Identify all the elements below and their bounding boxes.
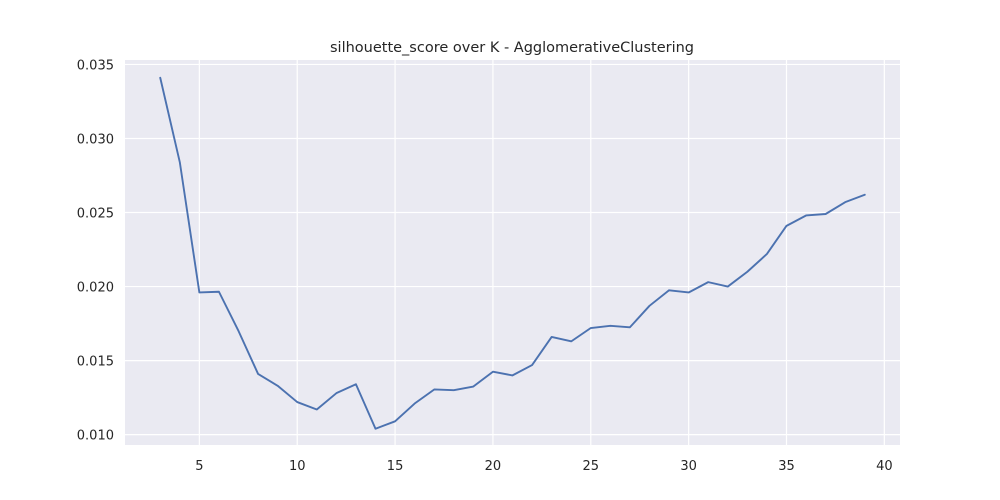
y-tick-label: 0.020 — [77, 281, 114, 296]
x-tick-label: 5 — [195, 459, 203, 474]
y-tick-label: 0.025 — [77, 207, 114, 222]
data-point — [570, 340, 572, 342]
data-point — [531, 364, 533, 366]
y-tick-label: 0.015 — [77, 355, 114, 370]
data-point — [668, 289, 670, 291]
data-point — [727, 286, 729, 288]
data-point — [218, 291, 220, 293]
data-point — [609, 325, 611, 327]
x-tick-label: 40 — [876, 459, 893, 474]
data-point — [316, 408, 318, 410]
data-point — [277, 385, 279, 387]
chart-title: silhouette_score over K - AgglomerativeC… — [330, 40, 694, 56]
grid-lines — [125, 60, 900, 445]
y-tick-label: 0.010 — [77, 429, 114, 444]
data-point — [746, 271, 748, 273]
data-point — [590, 327, 592, 329]
data-point — [453, 389, 455, 391]
data-point — [766, 253, 768, 255]
data-point — [707, 281, 709, 283]
y-tick-label: 0.030 — [77, 132, 114, 147]
x-tick-label: 35 — [778, 459, 795, 474]
x-tick-label: 10 — [289, 459, 306, 474]
data-point — [394, 420, 396, 422]
data-point — [864, 194, 866, 196]
data-point — [825, 213, 827, 215]
data-point — [433, 388, 435, 390]
data-point — [355, 383, 357, 385]
plot-area — [125, 60, 900, 445]
data-point — [648, 305, 650, 307]
x-axis: 5 10 15 20 25 30 35 40 — [195, 459, 892, 474]
data-point — [296, 401, 298, 403]
y-tick-label: 0.035 — [77, 58, 114, 73]
data-point — [785, 225, 787, 227]
series-layer — [159, 76, 866, 430]
data-point — [472, 386, 474, 388]
data-point — [551, 336, 553, 338]
x-tick-label: 25 — [583, 459, 600, 474]
data-point — [335, 392, 337, 394]
data-point — [238, 330, 240, 332]
y-axis: 0.010 0.015 0.020 0.025 0.030 0.035 — [77, 58, 114, 443]
data-point — [805, 214, 807, 216]
data-point — [492, 371, 494, 373]
x-tick-label: 15 — [387, 459, 404, 474]
data-point — [375, 428, 377, 430]
data-point — [257, 373, 259, 375]
data-point — [179, 161, 181, 163]
x-tick-label: 20 — [485, 459, 502, 474]
data-point — [844, 201, 846, 203]
data-point — [512, 374, 514, 376]
data-point — [629, 326, 631, 328]
data-point — [688, 291, 690, 293]
data-point — [414, 403, 416, 405]
x-tick-label: 30 — [680, 459, 697, 474]
data-point — [159, 77, 161, 79]
data-point — [198, 291, 200, 293]
series-line — [159, 76, 866, 430]
